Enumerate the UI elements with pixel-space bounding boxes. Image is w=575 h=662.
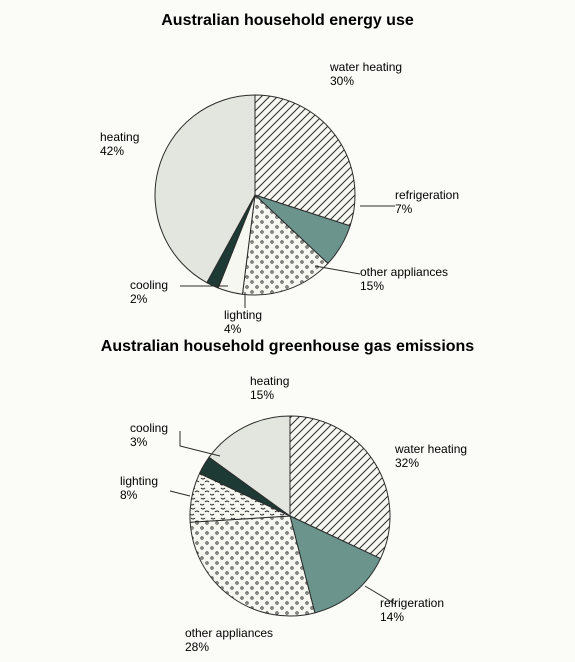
chart1-label-text-water_heating: water heating bbox=[330, 60, 402, 74]
chart2-label-text-lighting: lighting bbox=[120, 474, 158, 488]
chart1-label-text-other_appliances: other appliances bbox=[360, 265, 448, 279]
chart2-label-lighting: lighting8% bbox=[120, 474, 158, 503]
chart2-label-heating: heating15% bbox=[250, 374, 289, 403]
chart1-label-text-lighting: lighting bbox=[224, 308, 262, 322]
chart2-area: water heating32% refrigeration14% other ap… bbox=[0, 356, 575, 656]
chart2-label-text-cooling: cooling bbox=[130, 421, 168, 435]
chart1-label-pct-other_appliances: 15% bbox=[360, 279, 448, 293]
chart1-label-text-refrigeration: refrigeration bbox=[395, 188, 459, 202]
chart2-label-pct-water_heating: 32% bbox=[395, 456, 467, 470]
chart2-label-text-other_appliances: other appliances bbox=[185, 626, 273, 640]
chart1-label-pct-lighting: 4% bbox=[224, 322, 262, 336]
chart2-label-text-refrigeration: refrigeration bbox=[380, 596, 444, 610]
chart1-label-text-heating: heating bbox=[100, 130, 139, 144]
chart2-label-pct-cooling: 3% bbox=[130, 435, 168, 449]
chart1-label-lighting: lighting4% bbox=[224, 308, 262, 337]
chart2-label-cooling: cooling3% bbox=[130, 421, 168, 450]
chart2-label-text-heating: heating bbox=[250, 374, 289, 388]
page-root: Australian household energy use water he… bbox=[0, 0, 575, 662]
chart2-label-text-water_heating: water heating bbox=[395, 442, 467, 456]
chart2-label-refrigeration: refrigeration14% bbox=[380, 596, 444, 625]
chart1-label-other_appliances: other appliances15% bbox=[360, 265, 448, 294]
chart1-area: water heating30% refrigeration7% other app… bbox=[0, 30, 575, 330]
chart2-title: Australian household greenhouse gas emis… bbox=[0, 330, 575, 356]
chart2-leader-lighting bbox=[170, 491, 190, 496]
chart1-label-water_heating: water heating30% bbox=[330, 60, 402, 89]
chart2-label-pct-lighting: 8% bbox=[120, 488, 158, 502]
chart1-label-refrigeration: refrigeration7% bbox=[395, 188, 459, 217]
chart1-title: Australian household energy use bbox=[0, 0, 575, 30]
chart2-label-pct-other_appliances: 28% bbox=[185, 640, 273, 654]
chart1-label-text-cooling: cooling bbox=[130, 278, 168, 292]
chart1-label-pct-cooling: 2% bbox=[130, 292, 168, 306]
chart1-label-pct-water_heating: 30% bbox=[330, 74, 402, 88]
chart1-label-cooling: cooling2% bbox=[130, 278, 168, 307]
chart1-label-pct-heating: 42% bbox=[100, 144, 139, 158]
chart2-label-water_heating: water heating32% bbox=[395, 442, 467, 471]
chart1-label-heating: heating42% bbox=[100, 130, 139, 159]
chart1-label-pct-refrigeration: 7% bbox=[395, 202, 459, 216]
chart2-label-other_appliances: other appliances28% bbox=[185, 626, 273, 655]
chart2-label-pct-refrigeration: 14% bbox=[380, 610, 444, 624]
chart2-label-pct-heating: 15% bbox=[250, 388, 289, 402]
